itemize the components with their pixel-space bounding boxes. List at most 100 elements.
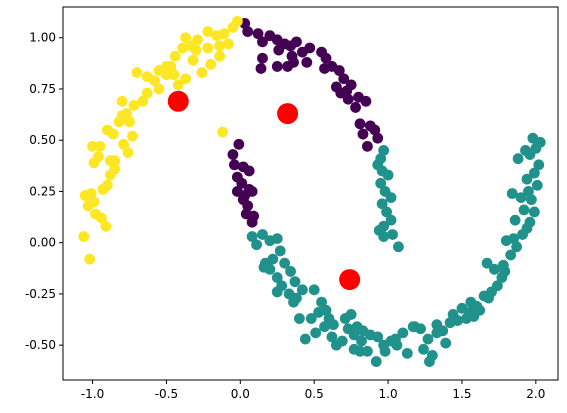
data-point-cluster-2 xyxy=(100,220,112,232)
data-point-cluster-1 xyxy=(246,231,258,242)
data-point-cluster-1 xyxy=(345,309,357,320)
data-point-cluster-1 xyxy=(506,188,518,199)
data-point-cluster-0 xyxy=(273,44,285,56)
data-point-cluster-2 xyxy=(205,58,217,70)
x-axis: -1.0 -0.5 0.0 0.5 1.0 1.5 2.0 xyxy=(81,380,545,401)
data-point-cluster-1 xyxy=(279,257,291,269)
data-point-cluster-1 xyxy=(316,296,327,308)
data-point-cluster-1 xyxy=(385,214,397,226)
data-point-cluster-0 xyxy=(357,128,369,140)
data-point-cluster-1 xyxy=(274,245,286,257)
data-point-cluster-1 xyxy=(313,306,325,318)
data-point-cluster-2 xyxy=(96,212,107,224)
data-point-cluster-2 xyxy=(172,79,184,91)
data-point-cluster-2 xyxy=(84,253,95,265)
data-point-cluster-1 xyxy=(376,198,388,210)
data-point-cluster-1 xyxy=(531,179,543,191)
data-point-cluster-1 xyxy=(379,345,391,357)
data-point-cluster-2 xyxy=(94,140,106,152)
x-tick-label: 2.0 xyxy=(526,387,545,401)
data-point-cluster-2 xyxy=(218,28,230,40)
data-point-cluster-2 xyxy=(127,130,138,142)
y-tick-label: 0.00 xyxy=(29,236,56,250)
centroids-layer xyxy=(167,90,361,291)
data-point-cluster-1 xyxy=(409,321,421,333)
y-tick-label: 0.50 xyxy=(29,133,56,147)
data-point-cluster-1 xyxy=(515,192,527,204)
data-point-cluster-1 xyxy=(533,159,545,171)
data-point-cluster-2 xyxy=(169,50,181,62)
data-point-cluster-1 xyxy=(528,206,540,218)
data-point-cluster-0 xyxy=(338,73,350,85)
data-point-cluster-0 xyxy=(243,184,255,195)
data-point-cluster-2 xyxy=(116,110,128,122)
data-point-cluster-1 xyxy=(499,265,511,277)
data-point-cluster-2 xyxy=(116,95,128,107)
data-point-cluster-0 xyxy=(252,28,264,40)
data-point-cluster-1 xyxy=(524,216,536,228)
data-point-cluster-1 xyxy=(483,292,494,304)
data-point-cluster-2 xyxy=(137,95,149,107)
data-point-cluster-1 xyxy=(393,241,404,253)
data-point-cluster-2 xyxy=(214,50,226,62)
data-point-cluster-0 xyxy=(369,124,381,136)
data-point-cluster-1 xyxy=(354,345,366,357)
data-point-cluster-2 xyxy=(97,184,109,195)
data-point-cluster-1 xyxy=(271,272,283,283)
data-point-cluster-2 xyxy=(196,67,208,78)
data-point-cluster-1 xyxy=(257,229,268,240)
data-point-cluster-0 xyxy=(350,102,361,113)
data-point-cluster-2 xyxy=(192,34,203,46)
data-point-cluster-0 xyxy=(345,79,357,91)
data-point-cluster-2 xyxy=(122,147,134,158)
data-point-cluster-0 xyxy=(319,63,330,74)
data-point-cluster-1 xyxy=(521,173,533,185)
data-point-cluster-1 xyxy=(375,177,387,189)
data-point-cluster-0 xyxy=(257,36,268,48)
data-point-cluster-0 xyxy=(288,56,299,68)
data-point-cluster-1 xyxy=(440,337,452,349)
data-point-cluster-1 xyxy=(520,145,531,156)
data-point-cluster-1 xyxy=(296,284,308,296)
data-point-cluster-2 xyxy=(202,26,214,37)
y-tick-label: 1.00 xyxy=(29,31,56,45)
data-point-cluster-2 xyxy=(177,42,189,54)
data-point-cluster-1 xyxy=(378,145,390,156)
data-point-cluster-0 xyxy=(335,87,347,99)
data-point-cluster-0 xyxy=(229,159,240,171)
data-point-cluster-2 xyxy=(214,40,226,52)
data-point-cluster-2 xyxy=(161,61,172,72)
data-point-cluster-1 xyxy=(361,345,373,357)
data-point-cluster-2 xyxy=(118,138,129,150)
data-point-cluster-0 xyxy=(304,42,316,54)
plot-frame xyxy=(62,6,559,381)
data-point-cluster-1 xyxy=(356,335,367,347)
data-point-cluster-1 xyxy=(283,288,295,300)
data-point-cluster-2 xyxy=(202,42,214,54)
data-point-cluster-0 xyxy=(333,65,345,76)
centroid-marker xyxy=(277,103,299,125)
data-point-cluster-2 xyxy=(109,155,121,167)
data-point-cluster-1 xyxy=(505,249,517,261)
data-point-cluster-1 xyxy=(431,327,443,339)
data-point-cluster-1 xyxy=(326,331,338,343)
data-point-cluster-1 xyxy=(348,329,360,341)
data-point-cluster-1 xyxy=(489,263,500,275)
data-point-cluster-1 xyxy=(294,313,305,324)
y-axis: -0.50 -0.25 0.00 0.25 0.50 0.75 1.00 xyxy=(25,31,63,352)
x-tick-label: 1.0 xyxy=(379,387,398,401)
data-point-cluster-1 xyxy=(511,241,523,253)
data-point-cluster-2 xyxy=(82,200,94,212)
data-point-cluster-2 xyxy=(180,32,192,44)
data-point-cluster-2 xyxy=(128,99,140,111)
data-point-cluster-1 xyxy=(285,265,296,277)
data-point-cluster-0 xyxy=(243,165,255,177)
data-point-cluster-2 xyxy=(223,38,234,50)
data-point-cluster-0 xyxy=(291,36,302,48)
data-point-cluster-1 xyxy=(518,204,530,216)
data-point-cluster-0 xyxy=(257,52,268,64)
data-point-cluster-0 xyxy=(361,140,373,152)
data-point-cluster-0 xyxy=(227,149,239,160)
y-tick-label: -0.25 xyxy=(25,287,56,301)
